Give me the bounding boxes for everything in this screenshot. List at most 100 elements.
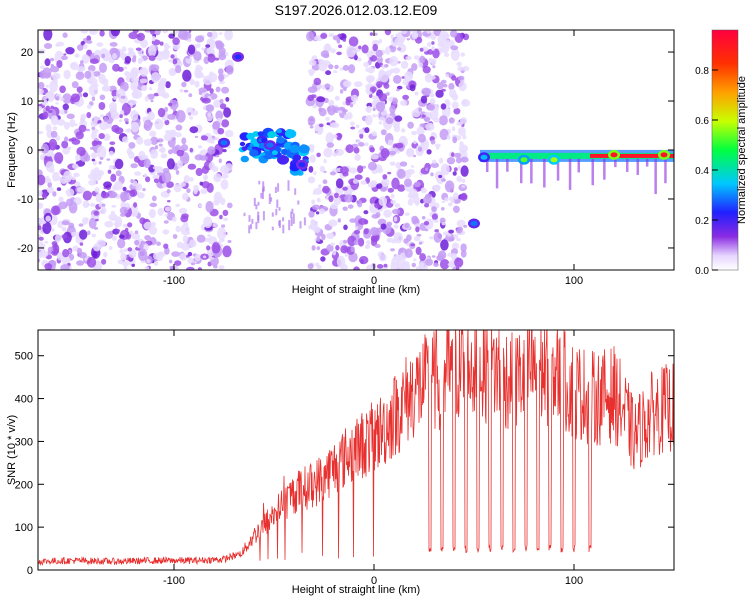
noise-speck <box>126 147 133 156</box>
noise-speck <box>110 173 117 182</box>
noise-speck <box>194 253 201 262</box>
noise-speck <box>38 225 42 231</box>
noise-speck <box>38 252 44 258</box>
noise-speck <box>431 206 437 213</box>
noise-speck <box>424 203 430 208</box>
noise-speck <box>378 93 388 102</box>
noise-speck <box>150 64 160 72</box>
signal-streak <box>278 219 281 228</box>
noise-speck <box>313 77 322 86</box>
signal-streak <box>495 158 499 189</box>
noise-speck <box>181 137 187 145</box>
noise-speck <box>101 203 106 207</box>
signal-blob <box>289 144 300 153</box>
noise-speck <box>176 110 186 123</box>
noise-speck <box>343 114 349 120</box>
noise-speck <box>51 228 55 232</box>
noise-speck <box>217 127 225 135</box>
noise-speck <box>172 216 177 222</box>
noise-speck <box>38 105 43 111</box>
noise-speck <box>91 131 97 140</box>
noise-speck <box>337 110 343 114</box>
noise-speck <box>400 100 407 106</box>
noise-speck <box>320 256 326 262</box>
noise-speck <box>129 189 138 197</box>
noise-speck <box>139 243 144 250</box>
noise-speck <box>187 257 194 264</box>
noise-speck <box>432 65 436 69</box>
signal-streak <box>614 158 617 168</box>
noise-speck <box>335 96 339 100</box>
noise-speck <box>437 254 445 261</box>
noise-speck <box>381 177 390 187</box>
noise-speck <box>130 77 140 83</box>
noise-speck <box>64 109 68 114</box>
noise-speck <box>84 70 92 79</box>
x-tick-label: 100 <box>565 575 583 587</box>
noise-speck <box>342 38 347 42</box>
noise-speck <box>201 47 206 51</box>
noise-speck <box>191 262 195 266</box>
noise-speck <box>188 112 192 116</box>
noise-speck <box>99 120 109 131</box>
noise-speck <box>373 32 378 36</box>
noise-speck <box>330 48 336 54</box>
noise-speck <box>215 41 225 49</box>
noise-speck <box>325 70 332 76</box>
noise-speck <box>208 53 214 57</box>
noise-speck <box>354 81 363 88</box>
noise-speck <box>104 220 114 228</box>
noise-speck <box>62 93 72 104</box>
noise-speck <box>405 56 412 61</box>
noise-speck <box>445 39 450 44</box>
noise-speck <box>60 264 70 270</box>
noise-speck <box>330 122 340 129</box>
noise-speck <box>46 186 54 194</box>
x-tick-label: 0 <box>371 575 377 587</box>
noise-speck <box>433 118 440 123</box>
noise-speck <box>51 205 60 216</box>
signal-peak <box>220 140 228 146</box>
noise-speck <box>168 102 173 107</box>
noise-speck <box>450 253 457 261</box>
noise-speck <box>98 161 102 165</box>
noise-speck <box>389 161 396 166</box>
noise-speck <box>453 152 462 158</box>
noise-speck <box>38 88 44 95</box>
noise-speck <box>177 33 183 38</box>
noise-speck <box>455 266 460 270</box>
noise-speck <box>389 68 395 74</box>
noise-speck <box>444 197 449 202</box>
noise-speck <box>323 147 333 158</box>
noise-speck <box>124 71 130 77</box>
noise-speck <box>65 188 75 197</box>
noise-speck <box>417 133 426 143</box>
noise-speck <box>43 30 53 41</box>
signal-peak <box>266 142 274 148</box>
noise-speck <box>45 215 51 222</box>
noise-speck <box>139 67 149 77</box>
noise-speck <box>330 203 339 210</box>
noise-speck <box>85 128 90 132</box>
signal-streak <box>270 197 273 202</box>
noise-speck <box>456 228 463 234</box>
noise-speck <box>342 206 348 211</box>
noise-speck <box>434 143 441 148</box>
noise-speck <box>197 267 202 270</box>
noise-speck <box>350 246 355 253</box>
signal-peak <box>298 162 306 168</box>
noise-speck <box>359 133 364 139</box>
noise-speck <box>222 245 232 258</box>
noise-speck <box>215 110 224 121</box>
noise-speck <box>109 102 117 111</box>
noise-speck <box>333 192 339 199</box>
signal-streak <box>257 215 260 224</box>
noise-speck <box>337 218 341 223</box>
noise-speck <box>52 78 58 86</box>
noise-speck <box>189 147 194 153</box>
noise-speck <box>378 196 388 206</box>
noise-speck <box>380 111 387 116</box>
noise-speck <box>386 237 394 243</box>
noise-speck <box>164 119 170 126</box>
